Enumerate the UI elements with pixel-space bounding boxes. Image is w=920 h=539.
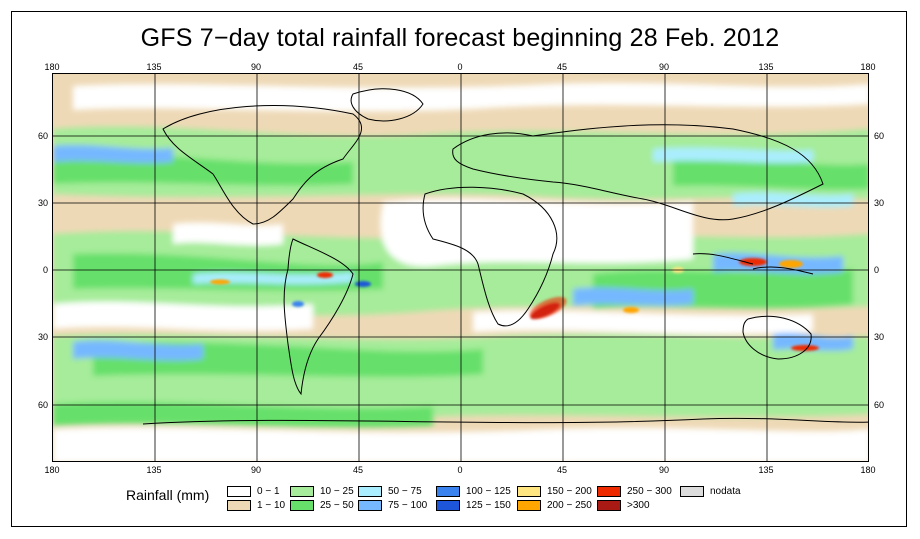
bottom-lon-tick: 0 [457,465,463,475]
legend-label: nodata [710,486,741,497]
legend-swatch [227,500,251,511]
rainfall-map-graphic [53,74,868,461]
top-lon-tick: 45 [352,62,363,72]
coastlines [142,88,868,425]
legend-swatch [517,486,541,497]
right-lat-tick: 60 [874,400,885,410]
top-lon-tick: 90 [250,62,261,72]
bottom-lon-tick: 135 [146,465,162,475]
legend-swatch [597,486,621,497]
legend-label: 1 − 10 [257,500,286,511]
legend-swatch [436,486,460,497]
legend-swatch [358,486,382,497]
legend-label: 10 − 25 [320,486,354,497]
legend-swatch [290,486,314,497]
top-lon-tick: 45 [556,62,567,72]
legend-label: 150 − 200 [547,486,592,497]
top-lon-tick: 0 [457,62,463,72]
legend-swatch [517,500,541,511]
right-lat-tick: 30 [874,332,885,342]
legend-swatch [290,500,314,511]
legend-label: 50 − 75 [388,486,422,497]
heavy-rain-spots [210,258,819,351]
legend-label: 200 − 250 [547,500,592,511]
left-lat-tick: 30 [37,198,48,208]
left-lat-tick: 0 [42,265,48,275]
figure-frame [11,11,907,527]
bottom-lon-tick: 180 [860,465,876,475]
legend-label: 125 − 150 [466,500,511,511]
right-lat-tick: 0 [874,265,880,275]
left-lat-tick: 60 [37,400,48,410]
legend-label: 25 − 50 [320,500,354,511]
right-lat-tick: 60 [874,131,885,141]
right-lat-tick: 30 [874,198,885,208]
legend-label: 100 − 125 [466,486,511,497]
legend-title: Rainfall (mm) [126,487,210,503]
rainfall-map [52,73,869,462]
legend-label: 250 − 300 [627,486,672,497]
legend-label: >300 [627,500,650,511]
bottom-lon-tick: 135 [758,465,774,475]
map-title: GFS 7−day total rainfall forecast beginn… [140,24,780,52]
top-lon-tick: 180 [860,62,876,72]
bottom-lon-tick: 90 [250,465,261,475]
legend-label: 75 − 100 [388,500,428,511]
legend-swatch [597,500,621,511]
bottom-lon-tick: 180 [44,465,60,475]
legend-swatch [358,500,382,511]
bottom-lon-tick: 45 [556,465,567,475]
top-lon-tick: 180 [44,62,60,72]
bottom-lon-tick: 90 [658,465,669,475]
bottom-lon-tick: 45 [352,465,363,475]
legend-swatch [680,486,704,497]
graticule [53,74,868,461]
left-lat-tick: 30 [37,332,48,342]
top-lon-tick: 135 [758,62,774,72]
top-lon-tick: 135 [146,62,162,72]
left-lat-tick: 60 [37,131,48,141]
legend-swatch [436,500,460,511]
legend-label: 0 − 1 [257,486,280,497]
top-lon-tick: 90 [658,62,669,72]
legend-swatch [227,486,251,497]
